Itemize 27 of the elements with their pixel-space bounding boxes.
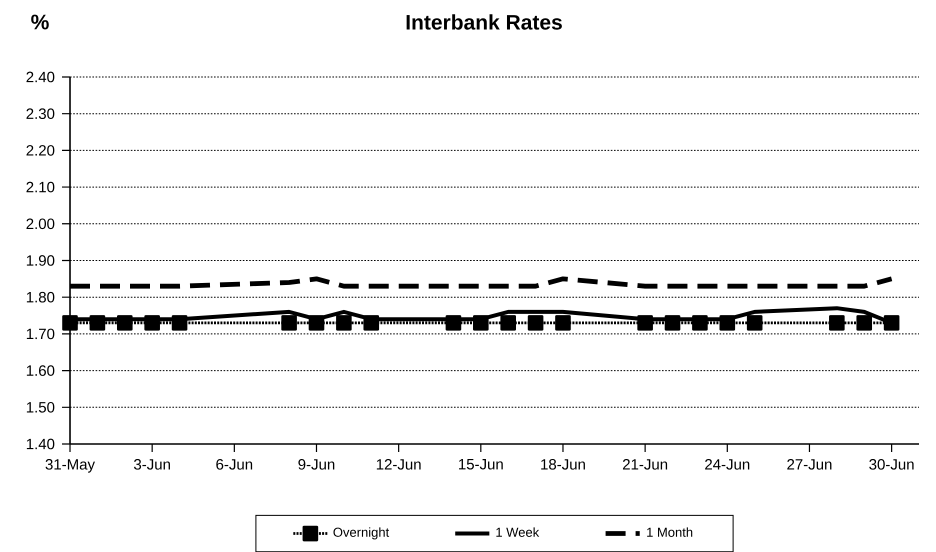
y-tick-label: 1.40 <box>26 438 54 450</box>
x-tick-label: 15-Jun <box>459 458 503 470</box>
x-tick-label: 18-Jun <box>541 458 585 470</box>
legend-label: 1 Week <box>496 527 540 537</box>
y-tick-label: 2.10 <box>26 182 54 192</box>
y-tick-label: 1.80 <box>26 292 54 302</box>
y-tick-label: 1.50 <box>26 402 54 412</box>
x-tick-label: 24-Jun <box>705 458 750 470</box>
x-tick-label: 6-Jun <box>216 458 252 470</box>
x-tick-label: 3-Jun <box>134 458 170 470</box>
y-tick-label: 2.00 <box>26 218 54 229</box>
x-tick-label: 9-Jun <box>298 458 334 470</box>
y-tick-label: 2.40 <box>26 72 54 82</box>
y-tick-label: 1.60 <box>26 365 54 376</box>
legend-label: Overnight <box>333 527 390 540</box>
x-tick-label: 21-Jun <box>622 458 668 470</box>
x-tick-label: 12-Jun <box>376 458 421 470</box>
y-tick-label: 1.90 <box>26 255 54 266</box>
chart-title: Interbank Rates <box>406 14 562 30</box>
x-tick-label: 27-Jun <box>787 458 832 470</box>
x-tick-label: 31-May <box>46 458 95 473</box>
y-tick-label: 2.20 <box>26 144 54 156</box>
y-axis-title: % <box>31 14 49 30</box>
y-tick-label: 1.70 <box>26 328 54 340</box>
x-tick-label: 30-Jun <box>869 458 914 470</box>
y-tick-label: 2.30 <box>26 108 54 119</box>
legend-label: 1 Month <box>647 527 692 537</box>
